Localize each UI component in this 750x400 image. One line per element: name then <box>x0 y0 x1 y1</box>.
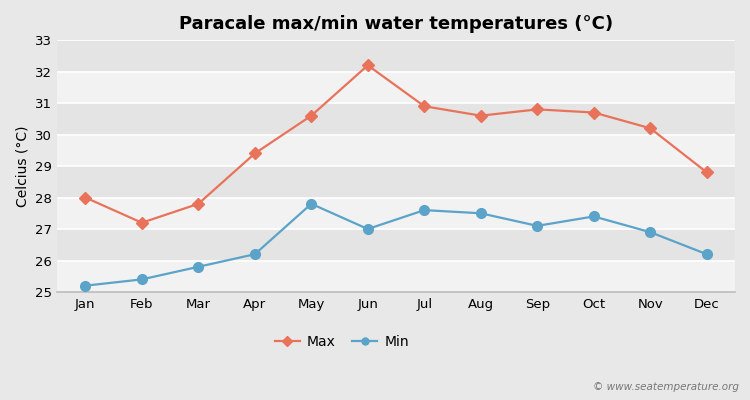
Min <box>646 230 655 234</box>
Min <box>81 283 90 288</box>
Bar <box>57 166 735 198</box>
Line: Min: Min <box>80 199 712 290</box>
Line: Max: Max <box>81 61 711 227</box>
Min <box>590 214 598 219</box>
Max <box>81 195 90 200</box>
Bar <box>57 103 735 134</box>
Text: © www.seatemperature.org: © www.seatemperature.org <box>592 382 739 392</box>
Max <box>420 104 429 109</box>
Max <box>646 126 655 131</box>
Max <box>194 202 202 206</box>
Min <box>363 227 372 232</box>
Max <box>137 220 146 225</box>
Max <box>307 113 316 118</box>
Min <box>307 202 316 206</box>
Min <box>532 224 542 228</box>
Min <box>251 252 260 257</box>
Max <box>251 151 260 156</box>
Bar <box>57 229 735 260</box>
Legend: Max, Min: Max, Min <box>269 329 415 354</box>
Bar <box>57 72 735 103</box>
Bar <box>57 260 735 292</box>
Min <box>420 208 429 212</box>
Min <box>702 252 711 257</box>
Max <box>590 110 598 115</box>
Bar <box>57 134 735 166</box>
Title: Paracale max/min water temperatures (°C): Paracale max/min water temperatures (°C) <box>179 15 613 33</box>
Max <box>363 63 372 68</box>
Y-axis label: Celcius (°C): Celcius (°C) <box>15 125 29 207</box>
Min <box>137 277 146 282</box>
Min <box>476 211 485 216</box>
Max <box>532 107 542 112</box>
Bar <box>57 198 735 229</box>
Max <box>702 170 711 175</box>
Bar <box>57 40 735 72</box>
Max <box>476 113 485 118</box>
Min <box>194 264 202 269</box>
